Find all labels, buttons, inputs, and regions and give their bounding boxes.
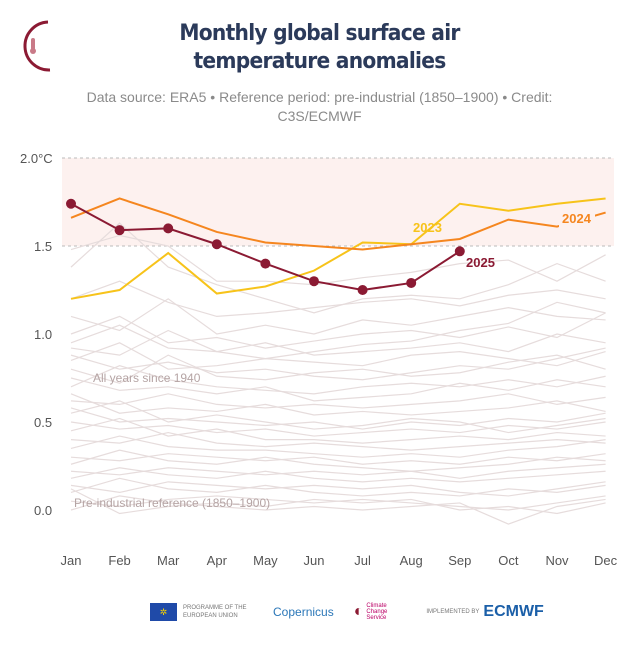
background-label: All years since 1940	[93, 371, 201, 385]
series-label-2024: 2024	[562, 211, 592, 226]
point-2025	[406, 277, 417, 288]
series-label-2025: 2025	[466, 255, 495, 270]
background-year-line	[70, 280, 606, 318]
background-year-line	[70, 354, 606, 384]
eu-flag-icon: ✲	[150, 603, 177, 621]
chart-title: Monthly global surface air temperature a…	[179, 21, 460, 74]
background-year-line	[70, 329, 606, 356]
x-tick-label: Dec	[594, 553, 618, 568]
y-tick-label: 1.0	[34, 327, 52, 342]
background-year-line	[70, 400, 606, 434]
shaded-band-1.5-2.0	[62, 158, 614, 246]
background-year-line	[70, 477, 606, 497]
eu-text: PROGRAMME OF THE EUROPEAN UNION	[183, 605, 247, 619]
x-tick-label: Aug	[400, 553, 423, 568]
background-year-line	[70, 234, 606, 286]
background-year-line	[70, 377, 606, 402]
background-year-line	[70, 488, 606, 515]
background-year-line	[70, 417, 606, 444]
background-year-line	[70, 347, 606, 381]
copernicus-logo: Copernicus	[273, 605, 334, 619]
point-2025	[454, 246, 465, 257]
reference-label: Pre-industrial reference (1850–1900)	[74, 496, 270, 510]
background-year-line	[70, 298, 606, 335]
background-year-line	[70, 463, 606, 479]
background-year-line	[70, 407, 606, 430]
chart-subtitle: Data source: ERA5 • Reference period: pr…	[86, 89, 553, 124]
x-tick-label: May	[253, 553, 278, 568]
series-line-2024	[70, 197, 606, 251]
series-label-2023: 2023	[413, 220, 442, 235]
background-year-line	[70, 435, 606, 458]
background-year-line	[70, 365, 606, 395]
point-2025	[114, 225, 125, 236]
ecmwf-logo: IMPLEMENTED BY ECMWF	[426, 603, 544, 620]
logo-c3s	[23, 20, 51, 72]
x-tick-label: Nov	[545, 553, 569, 568]
background-year-line	[70, 495, 606, 525]
y-tick-label: 0.0	[34, 503, 52, 518]
x-tick-label: Jun	[304, 553, 325, 568]
point-2025	[357, 285, 368, 295]
background-year-line	[70, 453, 606, 465]
x-tick-label: Sep	[448, 553, 471, 568]
y-tick-label: 1.5	[34, 239, 52, 254]
point-2025	[66, 198, 76, 209]
point-2025	[309, 276, 319, 287]
point-2025	[260, 258, 271, 269]
background-year-line	[70, 342, 606, 370]
x-tick-label: Jan	[61, 553, 82, 568]
background-year-line	[70, 312, 606, 349]
c3s-logo: ◐ Climate Change Service	[353, 603, 388, 621]
point-2025	[163, 223, 174, 234]
x-tick-label: Feb	[108, 553, 130, 568]
y-tick-label: 2.0°C	[20, 151, 53, 166]
background-year-line	[70, 393, 606, 416]
eu-logo: ✲ PROGRAMME OF THE EUROPEAN UNION	[150, 603, 253, 621]
background-year-line	[70, 481, 606, 497]
x-tick-label: Apr	[207, 553, 228, 568]
x-tick-label: Mar	[157, 553, 180, 568]
background-year-line	[70, 467, 606, 483]
background-year-line	[70, 301, 606, 360]
background-year-line	[70, 431, 606, 451]
background-year-line	[70, 449, 606, 472]
background-year-line	[70, 393, 606, 409]
point-2025	[211, 239, 222, 250]
x-tick-label: Jul	[354, 553, 371, 568]
series-line-2023	[70, 197, 606, 300]
footer-logos: ✲ PROGRAMME OF THE EUROPEAN UNION Copern…	[150, 603, 544, 621]
background-year-line	[70, 421, 606, 437]
y-tick-label: 0.5	[34, 415, 52, 430]
x-tick-label: Oct	[498, 553, 519, 568]
